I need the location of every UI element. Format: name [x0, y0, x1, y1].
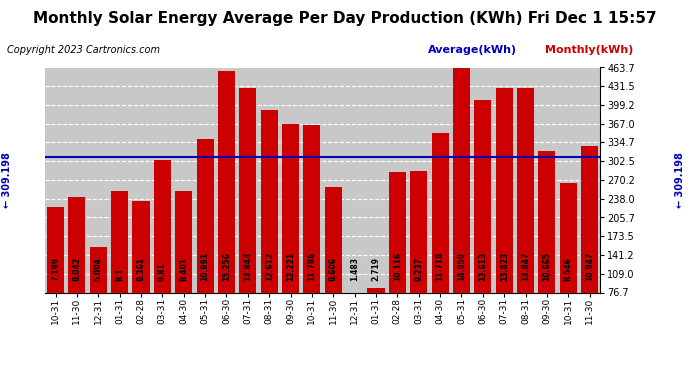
Bar [325, 187, 342, 337]
Bar [90, 247, 107, 337]
Text: 12.221: 12.221 [286, 252, 295, 281]
Text: 8.042: 8.042 [72, 257, 81, 281]
Text: Monthly(kWh): Monthly(kWh) [545, 45, 633, 55]
Text: 5.004: 5.004 [94, 257, 103, 281]
Bar [517, 87, 534, 337]
Text: 9.237: 9.237 [414, 257, 423, 281]
Text: 8.361: 8.361 [137, 257, 146, 281]
Bar [261, 110, 277, 337]
Text: 12.612: 12.612 [265, 252, 274, 281]
Text: 8.546: 8.546 [564, 257, 573, 281]
Bar [111, 191, 128, 337]
Text: Average(kWh): Average(kWh) [428, 45, 517, 55]
Text: 13.843: 13.843 [244, 252, 253, 281]
Text: 9.81: 9.81 [158, 262, 167, 281]
Bar [218, 71, 235, 337]
Bar [197, 139, 214, 337]
Bar [495, 88, 513, 337]
Text: ← 309.198: ← 309.198 [675, 152, 684, 208]
Bar [538, 151, 555, 337]
Bar [47, 207, 64, 337]
Bar [132, 201, 150, 337]
Bar [282, 124, 299, 337]
Bar [431, 133, 448, 337]
Text: 8.401: 8.401 [179, 257, 188, 281]
Bar [453, 68, 470, 337]
Bar [410, 171, 427, 337]
Text: ← 309.198: ← 309.198 [2, 152, 12, 208]
Text: 10.991: 10.991 [201, 252, 210, 281]
Text: 15.256: 15.256 [222, 252, 231, 281]
Bar [474, 100, 491, 337]
Text: 8.606: 8.606 [328, 257, 338, 281]
Bar [68, 197, 86, 337]
Bar [581, 146, 598, 337]
Text: Monthly Solar Energy Average Per Day Production (KWh) Fri Dec 1 15:57: Monthly Solar Energy Average Per Day Pro… [33, 11, 657, 26]
Text: 14.959: 14.959 [457, 252, 466, 281]
Text: 13.823: 13.823 [500, 252, 509, 281]
Bar [304, 124, 320, 337]
Bar [560, 183, 577, 337]
Text: 10.665: 10.665 [542, 252, 551, 281]
Text: 7.199: 7.199 [51, 257, 60, 281]
Bar [154, 160, 171, 337]
Bar [175, 190, 193, 337]
Bar [239, 88, 257, 337]
Text: 8.1: 8.1 [115, 267, 124, 281]
Bar [346, 310, 363, 337]
Text: 10.947: 10.947 [585, 252, 594, 281]
Text: 2.719: 2.719 [371, 257, 380, 281]
Text: 11.786: 11.786 [307, 252, 317, 281]
Text: 13.613: 13.613 [478, 252, 487, 281]
Bar [368, 288, 384, 337]
Text: 11.718: 11.718 [435, 252, 444, 281]
Bar [388, 172, 406, 337]
Text: 1.483: 1.483 [350, 257, 359, 281]
Text: 10.116: 10.116 [393, 252, 402, 281]
Text: 13.847: 13.847 [521, 252, 530, 281]
Text: Copyright 2023 Cartronics.com: Copyright 2023 Cartronics.com [7, 45, 160, 55]
